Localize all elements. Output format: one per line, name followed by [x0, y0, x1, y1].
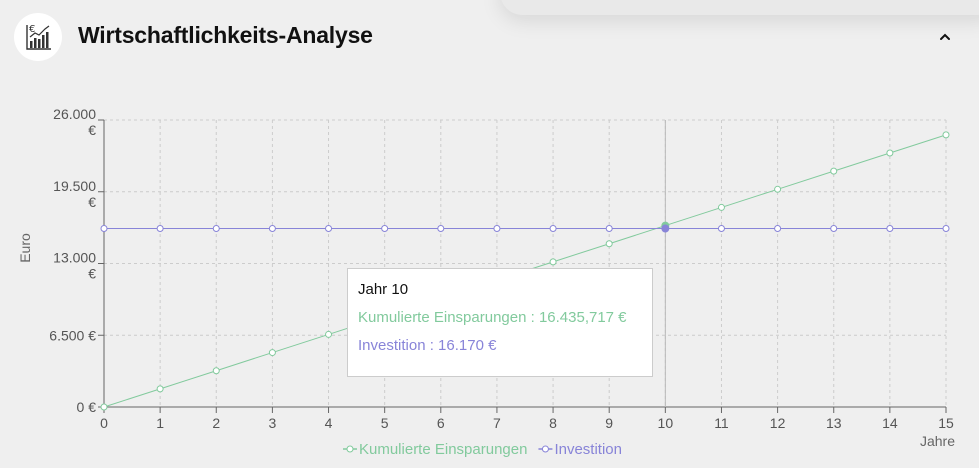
y-tick-label: 19.500 €: [53, 178, 96, 210]
section-header[interactable]: € Wirtschaftlichkeits-Analyse: [0, 0, 979, 76]
investment-point: [493, 225, 501, 233]
chevron-up-icon: [940, 33, 950, 40]
x-tick-label: 4: [325, 415, 333, 431]
savings-point: [942, 131, 950, 139]
x-tick-label: 10: [658, 415, 674, 431]
legend-label-savings: Kumulierte Einsparungen: [359, 441, 527, 458]
investment-point: [156, 225, 164, 233]
investment-point: [100, 225, 108, 233]
savings-point: [605, 240, 613, 248]
x-tick-label: 6: [437, 415, 445, 431]
euro-chart-icon: €: [14, 13, 62, 61]
savings-point: [325, 330, 333, 338]
x-tick-label: 7: [493, 415, 501, 431]
investment-point: [381, 225, 389, 233]
page-title: Wirtschaftlichkeits-Analyse: [78, 22, 373, 48]
x-tick-label: 12: [770, 415, 786, 431]
savings-point: [830, 167, 838, 175]
investment-point: [830, 225, 838, 233]
x-tick-label: 1: [156, 415, 164, 431]
x-tick-label: 11: [714, 415, 729, 431]
x-tick-label: 0: [100, 415, 108, 431]
y-tick-label: 0 €: [77, 399, 97, 415]
savings-point: [268, 349, 276, 357]
svg-text:€: €: [29, 24, 35, 35]
y-tick-label: 6.500 €: [49, 327, 96, 343]
investment-point: [717, 225, 725, 233]
investment-point: [942, 225, 950, 233]
y-axis-title: Euro: [17, 233, 33, 263]
legend-marker-investment: [541, 445, 549, 453]
x-tick-label: 8: [549, 415, 557, 431]
x-tick-label: 2: [212, 415, 220, 431]
investment-point: [774, 225, 782, 233]
investment-point: [886, 225, 894, 233]
card-shadow: [500, 0, 979, 15]
investment-point: [212, 225, 220, 233]
x-tick-label: 13: [826, 415, 842, 431]
investment-point: [549, 225, 557, 233]
x-tick-label: 3: [269, 415, 277, 431]
savings-point: [774, 185, 782, 193]
x-tick-label: 14: [882, 415, 898, 431]
tooltip-savings-value: Kumulierte Einsparungen : 16.435,717 €: [358, 309, 627, 326]
legend-marker-savings: [346, 445, 354, 453]
savings-point: [156, 385, 164, 393]
x-tick-label: 5: [381, 415, 389, 431]
legend-label-investment: Investition: [554, 441, 622, 458]
x-tick-label: 9: [605, 415, 613, 431]
savings-point: [549, 258, 557, 266]
tooltip-investment-value: Investition : 16.170 €: [358, 337, 497, 354]
investment-point: [268, 225, 276, 233]
x-tick-label: 15: [938, 415, 954, 431]
tooltip-title: Jahr 10: [358, 281, 409, 298]
investment-point: [437, 225, 445, 233]
savings-point: [717, 203, 725, 211]
investment-active-point: [661, 224, 670, 233]
y-tick-label: 26.000 €: [53, 106, 96, 138]
y-tick-label: 13.000 €: [53, 250, 96, 282]
collapse-button[interactable]: [934, 26, 956, 48]
chart-tooltip: Jahr 10 Kumulierte Einsparungen : 16.435…: [347, 268, 653, 377]
savings-point: [100, 403, 108, 411]
x-axis-title: Jahre: [920, 433, 955, 449]
investment-point: [325, 225, 333, 233]
savings-point: [886, 149, 894, 157]
savings-point: [212, 367, 220, 375]
investment-point: [605, 225, 613, 233]
